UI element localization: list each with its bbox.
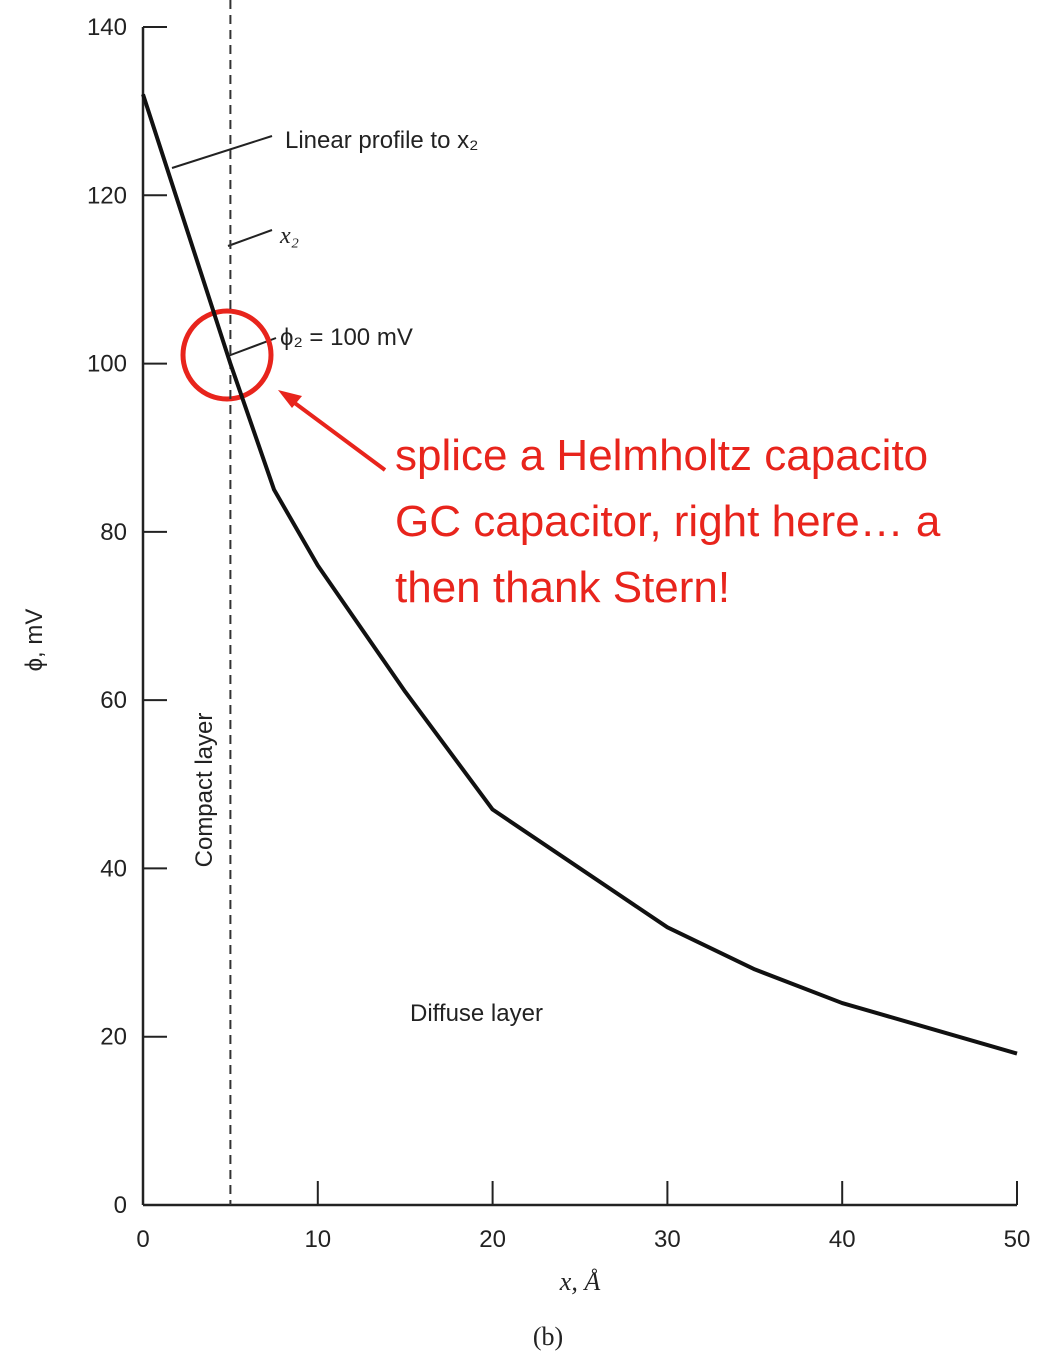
curve (141, 93, 1018, 1056)
x-tick-label: 30 (654, 1226, 681, 1253)
highlight-circle (180, 308, 274, 402)
annotation: Compact layer (191, 713, 218, 868)
annotation: Linear profile to x₂ (285, 127, 478, 154)
y-tick-label: 100 (87, 351, 127, 378)
y-tick-label: 120 (87, 182, 127, 209)
caption: (b) (533, 1322, 563, 1351)
callout-arrow (286, 396, 387, 472)
x-tick-label: 40 (829, 1226, 856, 1253)
leader-line (171, 135, 273, 169)
x-tick-label: 50 (1004, 1226, 1031, 1253)
x-tick-label: 0 (136, 1226, 149, 1253)
leader-line (227, 229, 273, 247)
y-tick-label: 80 (100, 519, 127, 546)
y-tick-label: 60 (100, 687, 127, 714)
callout-text: then thank Stern! (395, 563, 730, 612)
x-tick-label: 20 (479, 1226, 506, 1253)
annotation: Diffuse layer (410, 1000, 543, 1027)
y-tick-label: 40 (100, 855, 127, 882)
x-tick-label: 10 (304, 1226, 331, 1253)
y-axis-label: ϕ, mV (21, 609, 48, 672)
annotation: x₂ (279, 223, 299, 249)
callout-text: splice a Helmholtz capacito (395, 431, 928, 480)
arrow-head (278, 390, 302, 408)
y-tick-label: 140 (87, 14, 127, 41)
x-axis-label: x, Å (559, 1267, 601, 1296)
y-tick-label: 20 (100, 1024, 127, 1051)
y-tick-label: 0 (114, 1192, 127, 1219)
callout-text: GC capacitor, right here… a (395, 497, 941, 546)
annotation: ϕ₂ = 100 mV (280, 324, 413, 351)
